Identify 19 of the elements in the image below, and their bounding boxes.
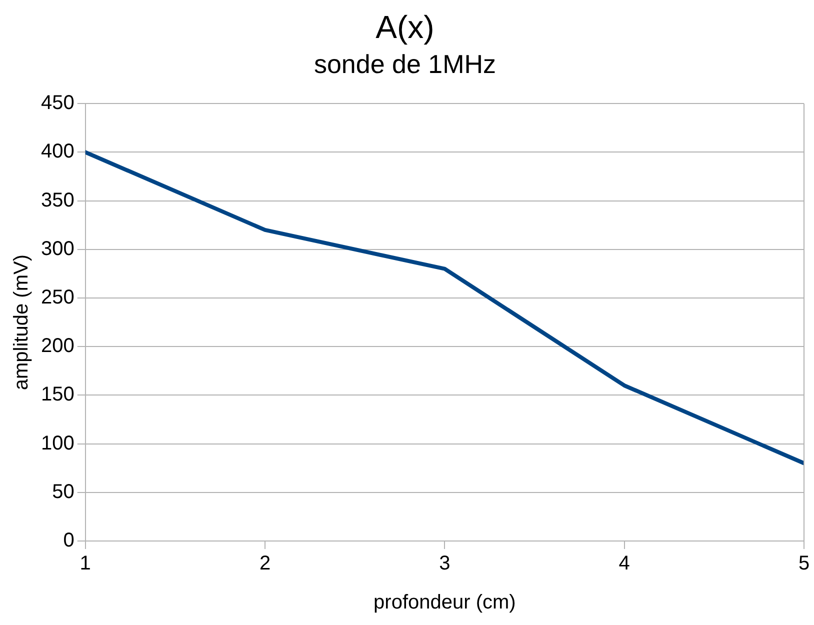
y-tick-label: 450 xyxy=(40,92,74,114)
chart-subtitle: sonde de 1MHz xyxy=(314,49,496,80)
y-tick-label: 300 xyxy=(40,238,74,260)
x-axis-title: profondeur (cm) xyxy=(374,592,516,614)
x-tick-label: 4 xyxy=(618,552,630,575)
y-tick-label: 200 xyxy=(40,335,74,358)
x-tick-label: 1 xyxy=(80,552,91,575)
x-tick-label: 2 xyxy=(259,552,271,575)
y-tick-label: 150 xyxy=(40,384,74,406)
y-tick-label: 250 xyxy=(40,286,74,309)
y-tick-label: 50 xyxy=(52,480,74,503)
x-tick-label: 5 xyxy=(798,552,810,575)
y-tick-label: 0 xyxy=(63,530,74,552)
x-tick-label: 3 xyxy=(439,552,450,575)
y-tick-label: 400 xyxy=(40,140,74,163)
y-axis-title: amplitude (mV) xyxy=(10,254,33,390)
chart-title: A(x) xyxy=(376,9,434,46)
y-tick-label: 350 xyxy=(40,189,74,212)
y-tick-label: 100 xyxy=(40,432,74,454)
